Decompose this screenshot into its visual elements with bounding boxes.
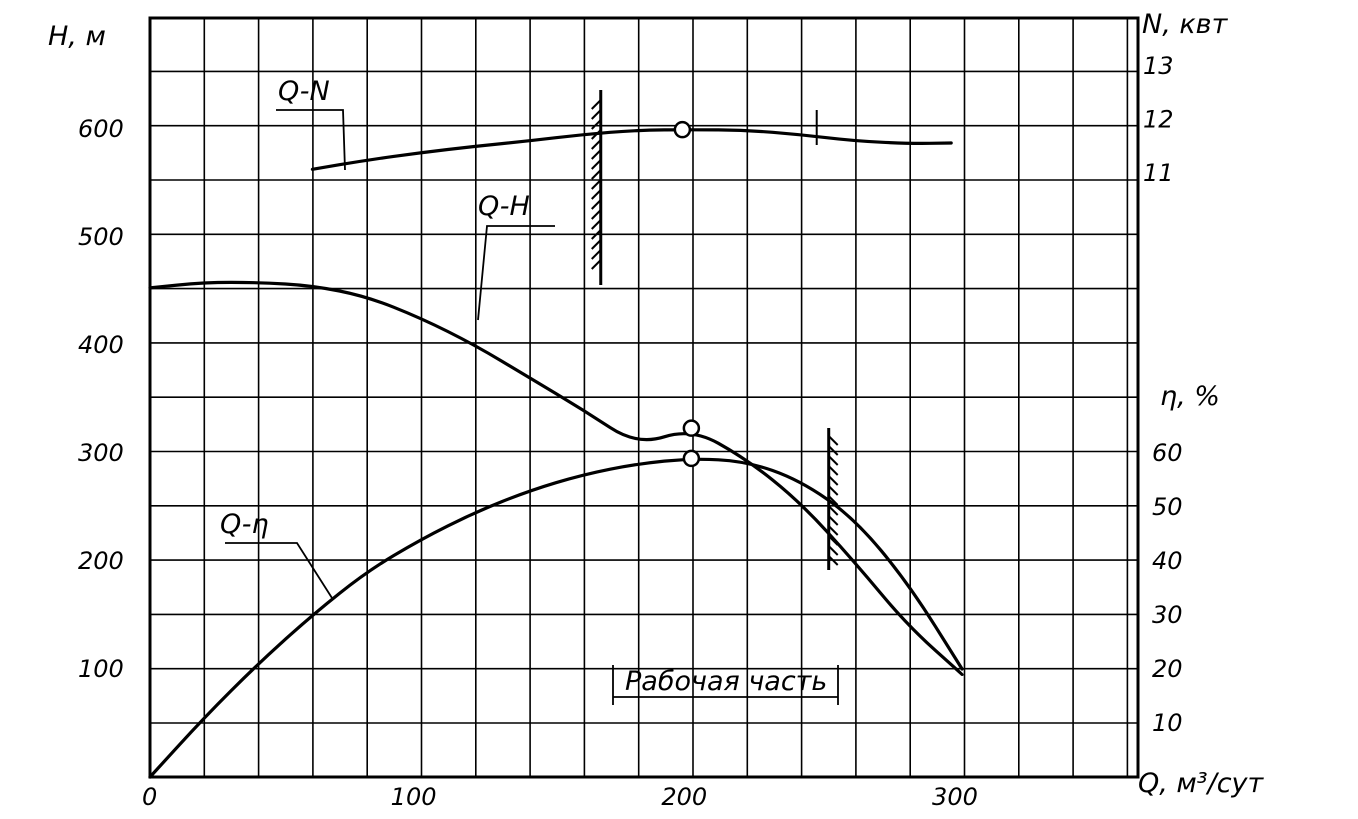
- leader-q-h: [477, 225, 555, 321]
- y-axis-left-title: H, м: [48, 21, 106, 52]
- y-left-tick-label: 300: [78, 439, 124, 467]
- y-left-tick-label: 400: [78, 331, 124, 359]
- x-tick-label: 100: [391, 783, 437, 811]
- y-eff-tick-label: 50: [1152, 493, 1183, 521]
- working-range-bounds: [591, 90, 839, 570]
- x-tick-label: 300: [932, 783, 978, 811]
- hatch-mark: [828, 475, 839, 486]
- series-line-q-h: [148, 280, 964, 676]
- y-eff-tick-labels: 10 20 30 40 50 60: [1152, 439, 1183, 737]
- hatch-mark: [591, 189, 602, 200]
- working-range-label: Рабочая часть: [625, 666, 827, 697]
- hatch-mark: [828, 485, 839, 496]
- hatch-mark: [828, 445, 839, 456]
- hatch-mark: [591, 249, 602, 260]
- plot-frame: [148, 16, 1140, 779]
- working-range-annotation: Рабочая часть: [612, 665, 839, 705]
- series-label-q-n: Q-N: [278, 76, 330, 107]
- hatch-mark: [591, 149, 602, 160]
- hatch-mark: [591, 139, 602, 150]
- hatch-mark: [828, 515, 839, 526]
- series-line-q-eta: [148, 457, 964, 779]
- x-axis-title: Q, м³/сут: [1138, 768, 1265, 799]
- y-eff-tick-label: 30: [1152, 601, 1183, 629]
- hatch-mark: [591, 169, 602, 180]
- hatch-mark: [828, 495, 839, 506]
- y-left-tick-label: 100: [78, 655, 124, 683]
- y-left-tick-label: 200: [78, 547, 124, 575]
- y-eff-tick-label: 40: [1152, 547, 1183, 575]
- hatch-mark: [591, 109, 602, 120]
- hatch-mark: [591, 259, 602, 270]
- x-tick-label: 200: [661, 783, 707, 811]
- marker-point: [682, 449, 701, 468]
- y-power-tick-labels: 11 12 13: [1143, 52, 1174, 187]
- y-eff-tick-label: 10: [1152, 709, 1183, 737]
- marker-point: [673, 120, 692, 139]
- x-tick-label: 0: [142, 783, 157, 811]
- working-range-dimension-line: [612, 665, 839, 705]
- hatch-mark: [591, 159, 602, 170]
- y-power-tick-label: 11: [1143, 159, 1174, 187]
- y-power-tick-label: 13: [1143, 52, 1174, 80]
- hatch-mark: [828, 525, 839, 536]
- hatch-mark: [591, 219, 602, 230]
- hatch-mark: [591, 229, 602, 240]
- leader-q-eta: [225, 542, 333, 599]
- hatch-mark: [828, 505, 839, 516]
- hatch-mark: [828, 555, 839, 566]
- x-tick-labels: 0 100 200 300: [142, 783, 978, 811]
- hatch-mark: [828, 465, 839, 476]
- chart-grid: [150, 18, 1138, 777]
- hatch-mark: [591, 209, 602, 220]
- hatch-mark: [828, 455, 839, 466]
- hatch-mark: [591, 239, 602, 250]
- hatch-mark: [591, 119, 602, 130]
- y-axis-eff-title: η, %: [1160, 381, 1220, 412]
- hatch-mark: [591, 179, 602, 190]
- hatch-mark: [591, 99, 602, 110]
- leader-q-n: [276, 109, 346, 171]
- y-left-tick-labels: 100 200 300 400 500 600: [78, 115, 124, 683]
- y-eff-tick-label: 60: [1152, 439, 1183, 467]
- y-left-tick-label: 500: [78, 223, 124, 251]
- y-left-tick-label: 600: [78, 115, 124, 143]
- hatch-mark: [591, 199, 602, 210]
- operating-point-markers: [673, 120, 701, 468]
- series-line-q-n: [310, 128, 953, 171]
- y-eff-tick-label: 20: [1152, 655, 1183, 683]
- marker-point: [682, 419, 701, 437]
- series-label-q-h: Q-H: [478, 191, 530, 222]
- hatch-mark: [828, 435, 839, 446]
- series-label-q-eta: Q-η: [220, 509, 269, 540]
- y-power-tick-label: 12: [1143, 106, 1174, 134]
- y-axis-power-title: N, квт: [1142, 9, 1229, 40]
- hatch-mark: [828, 545, 839, 556]
